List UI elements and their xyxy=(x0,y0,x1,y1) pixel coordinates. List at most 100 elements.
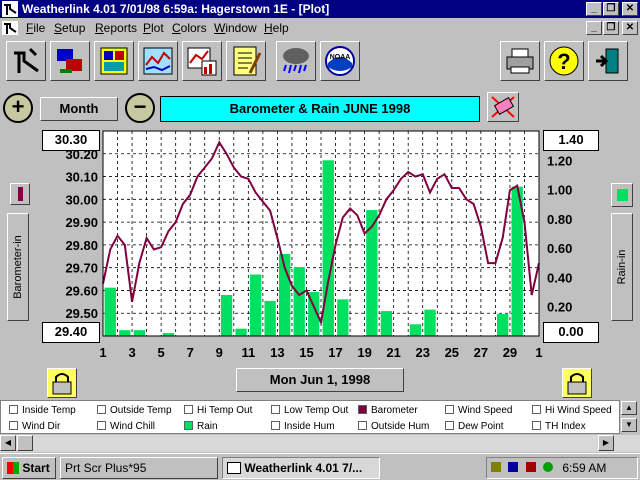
help-button[interactable]: ? xyxy=(544,41,584,81)
left-tick-label: 29.90 xyxy=(65,215,98,230)
barometer-line xyxy=(102,140,540,326)
network-icon[interactable] xyxy=(508,462,519,472)
menu-window[interactable]: Window xyxy=(214,21,257,35)
x-tick-label: 15 xyxy=(299,345,313,360)
menu-reports[interactable]: Reports xyxy=(95,21,138,35)
rain-bar xyxy=(409,324,422,336)
legend-dew-point[interactable]: Dew Point xyxy=(445,421,504,432)
barometer-color-button[interactable] xyxy=(10,183,30,205)
menu-colors[interactable]: Colors xyxy=(172,21,207,35)
antivirus-icon[interactable] xyxy=(543,462,554,472)
exit-button[interactable] xyxy=(588,41,628,81)
clock[interactable]: 6:59 AM xyxy=(562,461,607,475)
horizontal-scrollbar[interactable]: ◀ ▶ xyxy=(0,435,640,452)
taskbar: Start Prt Scr Plus*95 Weatherlink 4.01 7… xyxy=(0,453,640,480)
legend-hi-temp-out[interactable]: Hi Temp Out xyxy=(184,405,252,416)
doc-minimize-icon[interactable]: _ xyxy=(586,21,602,35)
connect-icon xyxy=(57,49,82,73)
start-button[interactable]: Start xyxy=(2,457,56,479)
menu-bar: File Setup Reports Plot Colors Window He… xyxy=(0,19,640,37)
eraser-button[interactable] xyxy=(487,92,519,122)
scroll-up-icon[interactable]: ▲ xyxy=(621,401,637,415)
menu-file[interactable]: File xyxy=(26,21,46,35)
scroll-thumb[interactable] xyxy=(17,435,33,451)
doc-restore-icon[interactable]: ❐ xyxy=(603,21,619,35)
rain-bar xyxy=(162,333,175,336)
scroll-down-icon[interactable]: ▼ xyxy=(621,418,637,432)
menu-plot[interactable]: Plot xyxy=(143,21,164,35)
legend-outside-hum[interactable]: Outside Hum xyxy=(358,421,429,432)
connect-button[interactable] xyxy=(50,41,90,81)
legend-inside-hum[interactable]: Inside Hum xyxy=(271,421,335,432)
right-axis-top: 1.40 xyxy=(543,130,599,151)
speaker-icon[interactable] xyxy=(491,462,501,472)
restore-icon[interactable]: ❐ xyxy=(603,2,619,16)
left-tick-label: 29.80 xyxy=(65,238,98,253)
legend-wind-chill[interactable]: Wind Chill xyxy=(97,421,155,432)
notes-button[interactable] xyxy=(226,41,266,81)
task-prtscr[interactable]: Prt Scr Plus*95 xyxy=(60,457,218,479)
plot-icon xyxy=(143,47,173,75)
x-tick-label: 23 xyxy=(415,345,429,360)
noaa-button[interactable]: NOAA xyxy=(320,41,360,81)
lock-icon xyxy=(567,373,587,395)
right-lock-button[interactable] xyxy=(562,368,592,398)
legend-wind-dir[interactable]: Wind Dir xyxy=(9,421,60,432)
app-icon[interactable] xyxy=(2,1,18,17)
right-tick-label: 0.80 xyxy=(547,212,572,227)
x-tick-label: 25 xyxy=(445,345,459,360)
rain-bar xyxy=(511,186,523,336)
station-button[interactable] xyxy=(94,41,134,81)
legend-th-index[interactable]: TH Index xyxy=(532,421,586,432)
legend-scrollbar[interactable]: ▲ ▼ xyxy=(620,400,638,434)
zoom-in-button[interactable]: + xyxy=(3,93,33,123)
legend-rain[interactable]: Rain xyxy=(184,421,218,432)
x-tick-label: 29 xyxy=(503,345,517,360)
doc-close-icon[interactable]: ✕ xyxy=(622,21,638,35)
left-lock-button[interactable] xyxy=(47,368,77,398)
plot-button[interactable] xyxy=(138,41,178,81)
menu-setup[interactable]: Setup xyxy=(54,21,86,35)
left-tick-label: 30.00 xyxy=(65,192,98,207)
rain-bar xyxy=(119,330,131,336)
rain-bar xyxy=(337,299,349,336)
plot-chart: 30.2030.1030.0029.9029.8029.7029.6029.50… xyxy=(65,130,572,360)
chart-button[interactable] xyxy=(182,41,222,81)
rain-color-button[interactable] xyxy=(611,183,633,207)
scroll-right-icon[interactable]: ▶ xyxy=(598,435,614,451)
rain-bar xyxy=(235,328,247,336)
rain-bar xyxy=(133,330,146,336)
date-button[interactable]: Mon Jun 1, 1998 xyxy=(236,368,404,392)
scroll-left-icon[interactable]: ◀ xyxy=(0,435,16,451)
zoom-out-button[interactable]: − xyxy=(125,93,155,123)
download-button[interactable] xyxy=(6,41,46,81)
doc-icon[interactable] xyxy=(2,21,18,35)
eraser-icon xyxy=(491,96,515,118)
scheduler-icon[interactable] xyxy=(525,462,536,472)
legend-inside-temp[interactable]: Inside Temp xyxy=(9,405,76,416)
legend-hi-wind-speed[interactable]: Hi Wind Speed xyxy=(532,405,612,416)
rain-axis-tab[interactable]: Rain-in xyxy=(611,213,633,321)
menu-help[interactable]: Help xyxy=(264,21,289,35)
right-tick-label: 0.40 xyxy=(547,270,572,285)
storm-icon xyxy=(283,48,309,74)
right-tick-label: 0.20 xyxy=(547,300,572,315)
x-tick-label: 5 xyxy=(158,345,165,360)
close-icon[interactable]: ✕ xyxy=(622,2,638,16)
legend-barometer[interactable]: Barometer xyxy=(358,405,418,416)
exit-icon xyxy=(596,48,619,74)
noaa-icon: NOAA xyxy=(325,46,355,76)
legend-outside-temp[interactable]: Outside Temp xyxy=(97,405,172,416)
station-icon xyxy=(100,47,128,75)
right-tick-label: 0.60 xyxy=(547,241,572,256)
storm-button[interactable] xyxy=(276,41,316,81)
legend-wind-speed[interactable]: Wind Speed xyxy=(445,405,512,416)
task-weatherlink[interactable]: Weatherlink 4.01 7/... xyxy=(222,457,380,479)
minimize-icon[interactable]: _ xyxy=(586,2,602,16)
barometer-axis-tab[interactable]: Barometer-in xyxy=(7,213,29,321)
plot-title: Barometer & Rain JUNE 1998 xyxy=(160,96,480,122)
period-button[interactable]: Month xyxy=(40,97,118,121)
x-tick-label: 17 xyxy=(328,345,342,360)
legend-low-temp-out[interactable]: Low Temp Out xyxy=(271,405,348,416)
print-button[interactable] xyxy=(500,41,540,81)
